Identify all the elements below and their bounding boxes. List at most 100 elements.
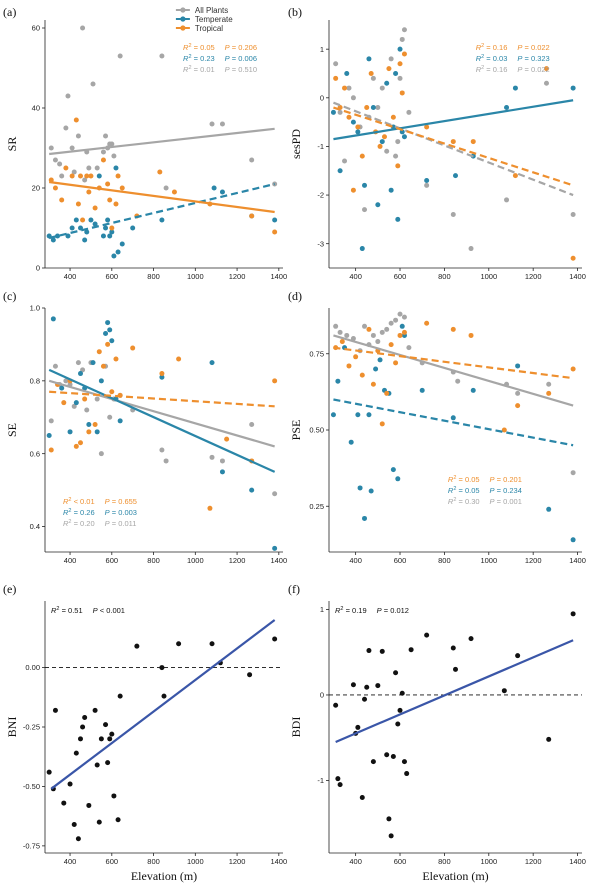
data-point <box>163 185 169 191</box>
data-point <box>350 187 356 193</box>
data-point <box>335 378 341 384</box>
data-point <box>107 414 113 420</box>
data-point <box>386 816 392 822</box>
data-point <box>357 485 363 491</box>
data-point <box>103 133 109 139</box>
data-point <box>134 643 140 649</box>
data-point <box>88 173 94 179</box>
data-point <box>209 641 215 647</box>
data-point <box>504 105 510 111</box>
data-point <box>73 443 79 449</box>
fit-line-all-plants <box>333 334 574 407</box>
data-point <box>330 412 336 418</box>
y-axis-title: PSE <box>289 420 303 441</box>
y-tick-label: 0 <box>320 691 324 700</box>
stat-line: R2 = 0.51 P < 0.001 <box>51 606 125 615</box>
data-point <box>397 311 403 317</box>
x-tick-label: 600 <box>394 272 407 281</box>
data-point <box>52 157 58 163</box>
panel-letter: (b) <box>288 5 302 19</box>
y-tick-label: 0.4 <box>30 522 40 531</box>
data-point <box>86 165 92 171</box>
data-point <box>344 332 350 338</box>
data-point <box>98 451 104 457</box>
y-tick-label: 0 <box>320 93 324 102</box>
series-tropical <box>48 341 278 511</box>
data-point <box>377 143 383 149</box>
data-point <box>468 636 474 642</box>
data-point <box>450 326 456 332</box>
data-point <box>350 119 356 125</box>
data-point <box>161 693 167 699</box>
data-point <box>109 338 115 344</box>
data-point <box>379 139 385 145</box>
data-point <box>543 80 549 86</box>
data-point <box>103 722 109 728</box>
x-tick-label: 1200 <box>525 556 542 565</box>
data-point <box>84 173 90 179</box>
data-point <box>346 363 352 369</box>
x-tick-label: 1000 <box>187 272 204 281</box>
data-point <box>130 225 136 231</box>
fit-line-all-plants <box>49 127 275 156</box>
data-point <box>390 114 396 120</box>
data-point <box>71 821 77 827</box>
y-tick-label: 0.75 <box>309 349 324 358</box>
data-point <box>355 129 361 135</box>
data-point <box>362 182 368 188</box>
y-tick-label: -3 <box>317 239 324 248</box>
data-point <box>119 185 125 191</box>
data-point <box>395 721 401 727</box>
legend-key-dot <box>180 25 186 31</box>
data-point <box>388 320 394 326</box>
data-point <box>48 418 54 424</box>
data-point <box>362 207 368 213</box>
x-tick-label: 1200 <box>525 272 542 281</box>
y-tick-label: 1 <box>320 605 324 614</box>
data-point <box>130 345 136 351</box>
data-point <box>119 241 125 247</box>
data-point <box>399 90 405 96</box>
data-point <box>353 354 359 360</box>
panel-e: 400 600 800 1000 1200 1400 -0.75 -0.50 -0.25 0.00… <box>3 582 287 883</box>
data-point <box>359 153 365 159</box>
data-point <box>249 213 255 219</box>
x-tick-label: 400 <box>64 272 77 281</box>
data-point <box>346 85 352 91</box>
data-point <box>73 117 79 123</box>
panel-letter: (f) <box>288 582 300 596</box>
data-point <box>333 702 339 708</box>
data-point <box>105 341 111 347</box>
x-tick-label: 400 <box>64 857 77 866</box>
data-point <box>570 255 576 261</box>
data-point <box>73 217 79 223</box>
data-point <box>397 707 403 713</box>
series-all-plants <box>48 360 278 497</box>
y-tick-label: 0.25 <box>309 502 324 511</box>
data-point <box>397 332 403 338</box>
data-point <box>512 85 518 91</box>
data-point <box>90 81 96 87</box>
data-point <box>401 759 407 765</box>
data-point <box>247 672 253 678</box>
series-all-plants <box>333 311 576 476</box>
stat-line: R2 = 0.05 P = 0.206 <box>183 43 257 52</box>
data-point <box>52 707 58 713</box>
data-point <box>501 688 507 694</box>
data-point <box>424 320 430 326</box>
data-point <box>397 75 403 81</box>
data-point <box>379 329 385 335</box>
y-axis-title: SE <box>5 423 19 437</box>
data-point <box>375 202 381 208</box>
data-point <box>337 782 343 788</box>
data-point <box>366 326 372 332</box>
y-tick-label: 0.6 <box>30 449 40 458</box>
data-point <box>105 320 111 326</box>
data-point <box>77 440 83 446</box>
data-point <box>88 217 94 223</box>
data-point <box>370 332 376 338</box>
data-point <box>159 665 165 671</box>
data-point <box>384 390 390 396</box>
